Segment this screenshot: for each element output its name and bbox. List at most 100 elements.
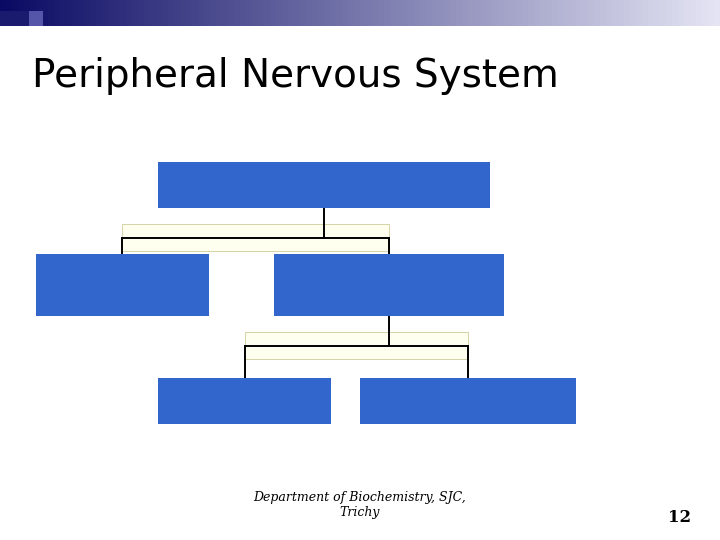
FancyBboxPatch shape [144,0,151,26]
FancyBboxPatch shape [696,0,703,26]
FancyBboxPatch shape [72,0,79,26]
FancyBboxPatch shape [552,0,559,26]
FancyBboxPatch shape [78,0,86,26]
FancyBboxPatch shape [222,0,230,26]
FancyBboxPatch shape [702,0,709,26]
FancyBboxPatch shape [318,0,325,26]
FancyBboxPatch shape [540,0,547,26]
FancyBboxPatch shape [204,0,212,26]
FancyBboxPatch shape [48,0,55,26]
FancyBboxPatch shape [408,0,415,26]
FancyBboxPatch shape [390,0,397,26]
FancyBboxPatch shape [294,0,302,26]
FancyBboxPatch shape [54,0,61,26]
Text: Peripheral Nervous System: Peripheral Nervous System [196,176,452,194]
FancyBboxPatch shape [158,378,331,424]
FancyBboxPatch shape [600,0,608,26]
FancyBboxPatch shape [480,0,487,26]
FancyBboxPatch shape [354,0,361,26]
FancyBboxPatch shape [420,0,428,26]
FancyBboxPatch shape [66,0,73,26]
FancyBboxPatch shape [180,0,187,26]
FancyBboxPatch shape [60,0,68,26]
FancyBboxPatch shape [630,0,637,26]
FancyBboxPatch shape [384,0,392,26]
FancyBboxPatch shape [690,0,698,26]
FancyBboxPatch shape [312,0,320,26]
FancyBboxPatch shape [18,0,25,26]
FancyBboxPatch shape [36,0,43,26]
FancyBboxPatch shape [168,0,176,26]
FancyBboxPatch shape [245,332,468,359]
FancyBboxPatch shape [342,0,349,26]
FancyBboxPatch shape [96,0,104,26]
FancyBboxPatch shape [432,0,439,26]
FancyBboxPatch shape [162,0,169,26]
FancyBboxPatch shape [122,224,389,251]
FancyBboxPatch shape [114,0,122,26]
FancyBboxPatch shape [282,0,289,26]
Text: Department of Biochemistry, SJC,
Trichy: Department of Biochemistry, SJC, Trichy [253,491,467,519]
FancyBboxPatch shape [456,0,464,26]
FancyBboxPatch shape [276,0,284,26]
FancyBboxPatch shape [156,0,163,26]
FancyBboxPatch shape [264,0,271,26]
FancyBboxPatch shape [426,0,433,26]
FancyBboxPatch shape [528,0,536,26]
FancyBboxPatch shape [474,0,482,26]
Text: Sympathetic: Sympathetic [186,392,304,410]
FancyBboxPatch shape [288,0,295,26]
FancyBboxPatch shape [270,0,277,26]
FancyBboxPatch shape [84,0,91,26]
FancyBboxPatch shape [372,0,379,26]
FancyBboxPatch shape [234,0,241,26]
FancyBboxPatch shape [714,0,720,26]
FancyBboxPatch shape [624,0,631,26]
FancyBboxPatch shape [126,0,133,26]
FancyBboxPatch shape [588,0,595,26]
FancyBboxPatch shape [414,0,421,26]
FancyBboxPatch shape [6,0,14,26]
FancyBboxPatch shape [612,0,619,26]
FancyBboxPatch shape [42,0,50,26]
FancyBboxPatch shape [402,0,410,26]
FancyBboxPatch shape [636,0,644,26]
FancyBboxPatch shape [660,0,667,26]
FancyBboxPatch shape [258,0,266,26]
Text: Peripheral Nervous System: Peripheral Nervous System [32,57,559,94]
FancyBboxPatch shape [438,0,446,26]
FancyBboxPatch shape [186,0,194,26]
FancyBboxPatch shape [240,0,248,26]
FancyBboxPatch shape [150,0,158,26]
FancyBboxPatch shape [36,254,209,316]
Text: Parasympathetic: Parasympathetic [389,392,547,410]
FancyBboxPatch shape [462,0,469,26]
FancyBboxPatch shape [582,0,590,26]
FancyBboxPatch shape [468,0,475,26]
FancyBboxPatch shape [174,0,181,26]
FancyBboxPatch shape [274,254,504,316]
FancyBboxPatch shape [594,0,601,26]
FancyBboxPatch shape [666,0,673,26]
FancyBboxPatch shape [498,0,505,26]
FancyBboxPatch shape [516,0,523,26]
FancyBboxPatch shape [504,0,511,26]
FancyBboxPatch shape [378,0,385,26]
FancyBboxPatch shape [216,0,223,26]
FancyBboxPatch shape [708,0,716,26]
FancyBboxPatch shape [558,0,565,26]
FancyBboxPatch shape [324,0,331,26]
FancyBboxPatch shape [132,0,140,26]
FancyBboxPatch shape [158,162,490,208]
FancyBboxPatch shape [570,0,577,26]
FancyBboxPatch shape [366,0,374,26]
FancyBboxPatch shape [510,0,518,26]
FancyBboxPatch shape [138,0,145,26]
FancyBboxPatch shape [198,0,205,26]
FancyBboxPatch shape [564,0,572,26]
FancyBboxPatch shape [642,0,649,26]
FancyBboxPatch shape [444,0,451,26]
FancyBboxPatch shape [522,0,529,26]
FancyBboxPatch shape [396,0,403,26]
FancyBboxPatch shape [330,0,338,26]
